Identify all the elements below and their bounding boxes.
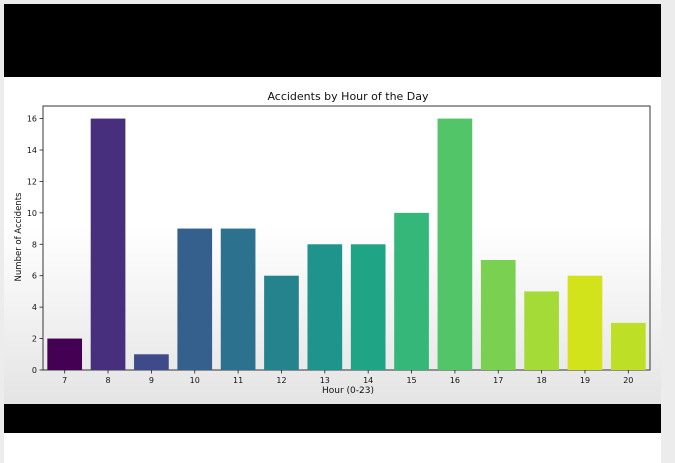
x-tick-label: 16 [450, 376, 460, 385]
bar-18 [524, 291, 559, 370]
bar-9 [134, 354, 169, 370]
x-tick-label: 11 [233, 376, 243, 385]
bar-17 [480, 260, 516, 370]
bar-14 [350, 244, 386, 370]
chart-area: Accidents by Hour of the Day 7 8 9 10 11 12 13… [4, 77, 661, 404]
y-tick-label: 12 [27, 177, 37, 186]
y-tick-label: 8 [32, 240, 37, 249]
top-black-bar [4, 4, 661, 77]
y-tick-label: 16 [27, 115, 37, 124]
y-tick-label: 2 [32, 335, 37, 344]
x-tick-label: 18 [537, 376, 547, 385]
bar-chart: Accidents by Hour of the Day 7 8 9 10 11 12 13… [14, 90, 651, 396]
bar-12 [264, 275, 299, 370]
bar-15 [394, 212, 429, 370]
y-tick-label: 6 [32, 272, 37, 281]
bar-7 [47, 338, 83, 370]
x-tick-label: 17 [493, 376, 503, 385]
x-tick-label: 12 [276, 376, 286, 385]
bottom-black-bar [4, 404, 661, 433]
bar-13 [307, 244, 343, 370]
x-tick-label: 13 [320, 376, 330, 385]
x-axis-label: Hour (0-23) [322, 386, 374, 396]
x-tick-label: 7 [62, 376, 67, 385]
x-tick-label: 15 [406, 376, 416, 385]
screenshot-frame: Accidents by Hour of the Day 7 8 9 10 11 12 13… [4, 4, 661, 463]
bar-20 [610, 322, 646, 370]
y-tick-label: 14 [27, 146, 37, 155]
y-tick-label: 0 [32, 366, 37, 375]
bar-10 [177, 228, 213, 370]
window-edge [661, 0, 675, 463]
x-tick-label: 14 [363, 376, 373, 385]
x-tick-label: 19 [580, 376, 590, 385]
x-tick-label: 8 [105, 376, 110, 385]
plot-area: 7 8 9 10 11 12 13 14 15 16 17 18 19 20 0 2 4 6 8 10 12 14 16 [27, 105, 651, 385]
bar-19 [567, 275, 603, 370]
chart-title: Accidents by Hour of the Day [267, 90, 429, 103]
y-axis-label: Number of Accidents [14, 192, 24, 281]
bar-11 [220, 228, 256, 370]
y-tick-label: 10 [27, 209, 37, 218]
bar-16 [437, 118, 473, 370]
y-tick-label: 4 [32, 303, 37, 312]
x-tick-label: 20 [623, 376, 633, 385]
bar-8 [90, 118, 126, 370]
plot-frame [42, 105, 651, 371]
x-tick-label: 9 [149, 376, 154, 385]
x-tick-label: 10 [190, 376, 200, 385]
